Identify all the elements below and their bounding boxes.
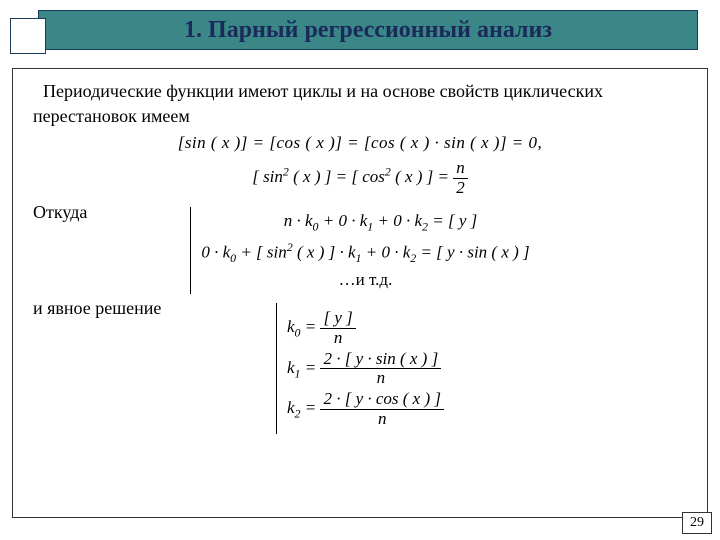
eq2-part1: [ sin [252, 167, 283, 186]
sol-k0-num: [ y ] [320, 309, 355, 329]
eq2-frac-num: n [453, 159, 468, 179]
eq2-fraction: n 2 [453, 159, 468, 197]
header-prefix: 1. [184, 17, 208, 43]
sol-k1-num: 2 · [ y · sin ( x ) ] [320, 350, 441, 370]
sol-k0: k0 = [ y ] n [287, 309, 444, 347]
content-box: Периодические функции имеют циклы и на о… [12, 68, 708, 518]
solution-block: k0 = [ y ] n k1 = 2 · [ y · sin ( x ) ] … [33, 303, 687, 434]
equation-1: [sin ( x )] = [cos ( x )] = [cos ( x ) ·… [33, 133, 687, 153]
sys-line3: …и т.д. [201, 270, 529, 290]
sol-k0-den: n [320, 329, 355, 348]
sol-k1-den: n [320, 369, 441, 388]
intro-line1: Периодические функции имеют циклы и на о… [33, 79, 687, 129]
header-square-icon [10, 18, 46, 54]
sys-line2: 0 · k0 + [ sin2 ( x ) ] · k1 + 0 · k2 = … [201, 240, 529, 266]
equation-2: [ sin2 ( x ) ] = [ cos2 ( x ) ] = n 2 [33, 159, 687, 197]
page-number: 29 [682, 512, 712, 534]
sol-k2-den: n [320, 410, 444, 429]
sol-k1: k1 = 2 · [ y · sin ( x ) ] n [287, 350, 444, 388]
sol-k2: k2 = 2 · [ y · cos ( x ) ] n [287, 390, 444, 428]
sol-k2-num: 2 · [ y · cos ( x ) ] [320, 390, 444, 410]
header-title: Парный регрессионный анализ [208, 17, 552, 43]
slide-header: 1. Парный регрессионный анализ [38, 10, 698, 50]
sys-line1: n · k0 + 0 · k1 + 0 · k2 = [ y ] [201, 211, 529, 234]
equation-system: n · k0 + 0 · k1 + 0 · k2 = [ y ] 0 · k0 … [33, 207, 687, 294]
eq2-part3: ( x ) ] = [395, 167, 453, 186]
eq2-part2: ( x ) ] = [ cos [293, 167, 385, 186]
eq2-frac-den: 2 [453, 179, 468, 198]
